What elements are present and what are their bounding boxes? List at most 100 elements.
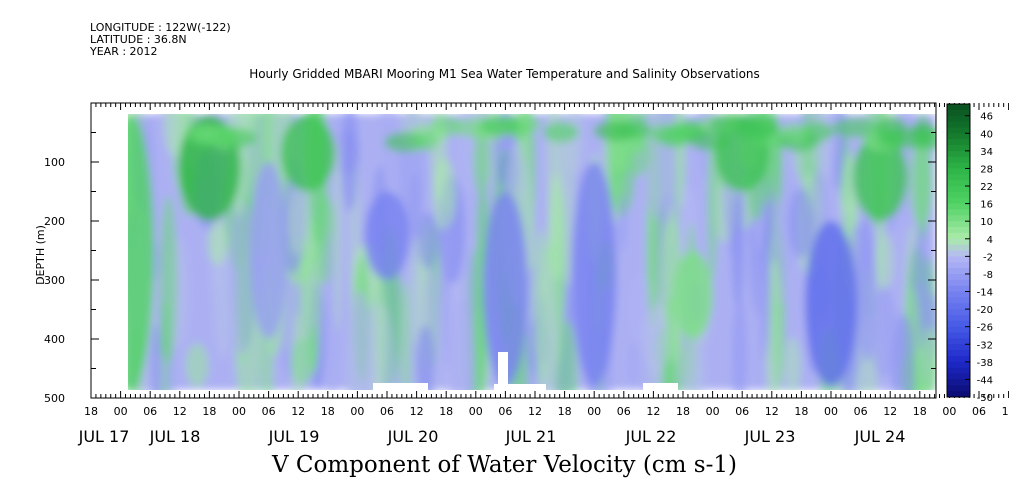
field-streak (731, 192, 744, 306)
colorbar-tick-label: 46 (980, 112, 993, 123)
x-tick-label: 06 (380, 405, 394, 418)
colorbar-tick-label: -20 (977, 305, 993, 316)
colorbar-segment (947, 180, 970, 187)
x-tick-label: 06 (854, 405, 868, 418)
field-streak (441, 209, 451, 372)
velocity-band (280, 114, 336, 192)
x-tick-label: 06 (262, 405, 276, 418)
surface-streak (687, 130, 731, 151)
colorbar-segment (947, 156, 970, 164)
colorbar-segment (947, 291, 970, 298)
x-tick-label: 12 (765, 405, 779, 418)
colorbar-segment (947, 355, 970, 363)
x-tick-label: 06 (143, 405, 157, 418)
field-streak (288, 185, 306, 256)
colorbar-segment (947, 215, 970, 222)
missing-data-patch (643, 383, 678, 390)
field-streak (784, 337, 802, 390)
colorbar-frame (946, 103, 971, 398)
x-axis-label: V Component of Water Velocity (cm s-1) (272, 452, 737, 478)
x-date-label: JUL 20 (387, 427, 439, 446)
surface-streak (192, 124, 240, 145)
velocity-band (571, 162, 617, 387)
colorbar-segment (947, 115, 970, 123)
x-tick-label: 00 (824, 405, 838, 418)
field-streak (643, 305, 671, 375)
field-streak (150, 324, 161, 390)
x-tick-label: 00 (469, 405, 483, 418)
field-streak (870, 285, 897, 379)
x-date-label: JUL 18 (149, 427, 201, 446)
colorbar-segment (947, 297, 970, 304)
field-streak (707, 130, 718, 279)
colorbar-segment (947, 350, 970, 357)
y-tick-label: 400 (44, 333, 65, 346)
x-tick-label: 18 (321, 405, 335, 418)
field-streak (683, 326, 705, 390)
x-tick-label: 12 (646, 405, 660, 418)
field-streak (185, 343, 209, 388)
velocity-band (805, 221, 857, 387)
surface-streak (415, 131, 438, 152)
x-date-label: JUL 21 (505, 427, 557, 446)
longitude-text: LONGITUDE : 122W(-122) (90, 21, 231, 34)
colorbar-tick-label: -14 (977, 288, 993, 299)
axes: 18 00 06 12 18 00 06 12 18 00 06 12 18 00 06 12 18 00 06 12… (44, 102, 1009, 446)
x-tick-label: 00 (706, 405, 720, 418)
colorbar-segment (947, 162, 970, 169)
colorbar: 46 40 34 28 22 16 10 4 -2 -8 -14 -20 -26 -32 -38 -44 -50 (946, 103, 993, 404)
field-streak (627, 340, 639, 388)
missing-data-patch (373, 383, 428, 390)
colorbar-segment (947, 109, 970, 117)
missing-data-mask (373, 352, 678, 390)
field-streak (419, 212, 438, 270)
colorbar-segment (947, 367, 970, 375)
field-streak (473, 129, 490, 196)
colorbar-segment (947, 338, 970, 345)
colorbar-tick-label: 28 (980, 164, 993, 175)
x-date-label: JUL 23 (744, 427, 796, 446)
colorbar-segment (947, 385, 970, 392)
field-streak (290, 338, 315, 385)
x-tick-label: 18 (84, 405, 98, 418)
x-tick-label: 18 (794, 405, 808, 418)
surface-streak (832, 117, 881, 138)
x-tick-label: 12 (410, 405, 424, 418)
x-tick-label: 12 (173, 405, 187, 418)
field-streak (555, 320, 578, 390)
field-streak (908, 138, 934, 226)
colorbar-tick-label: 16 (980, 200, 993, 211)
surface-streak (615, 119, 651, 140)
field-streak (348, 291, 373, 390)
colorbar-tick-label: -32 (977, 340, 993, 351)
colorbar-segment (947, 133, 970, 140)
field-streak (333, 139, 342, 334)
colorbar-segment (947, 262, 970, 269)
colorbar-segment (947, 168, 970, 175)
colorbar-segment (947, 203, 970, 210)
field-streak (788, 187, 813, 258)
colorbar-segment (947, 139, 970, 146)
colorbar-tick-label: -2 (983, 252, 993, 263)
colorbar-segment (947, 232, 970, 240)
colorbar-segment (947, 268, 970, 275)
field-streak (228, 198, 256, 356)
field-streak (858, 315, 880, 357)
colorbar-segment (947, 391, 970, 398)
colorbar-tick-label: -8 (983, 270, 993, 281)
x-date-label: JUL 17 (78, 427, 130, 446)
field-streak (416, 325, 435, 390)
colorbar-tick-label: -26 (977, 323, 993, 334)
colorbar-tick-label: 4 (987, 235, 993, 246)
colorbar-segment (947, 227, 970, 234)
colorbar-tick-label: -44 (977, 375, 993, 386)
surface-streak (384, 132, 427, 153)
field-streak (891, 312, 915, 390)
colorbar-segment (947, 150, 970, 158)
colorbar-segment (947, 344, 970, 351)
colorbar-segment (947, 361, 970, 369)
colorbar-segment (947, 279, 970, 287)
colorbar-segment (947, 303, 970, 310)
surface-streak (480, 115, 520, 136)
x-tick-label: 00 (114, 405, 128, 418)
